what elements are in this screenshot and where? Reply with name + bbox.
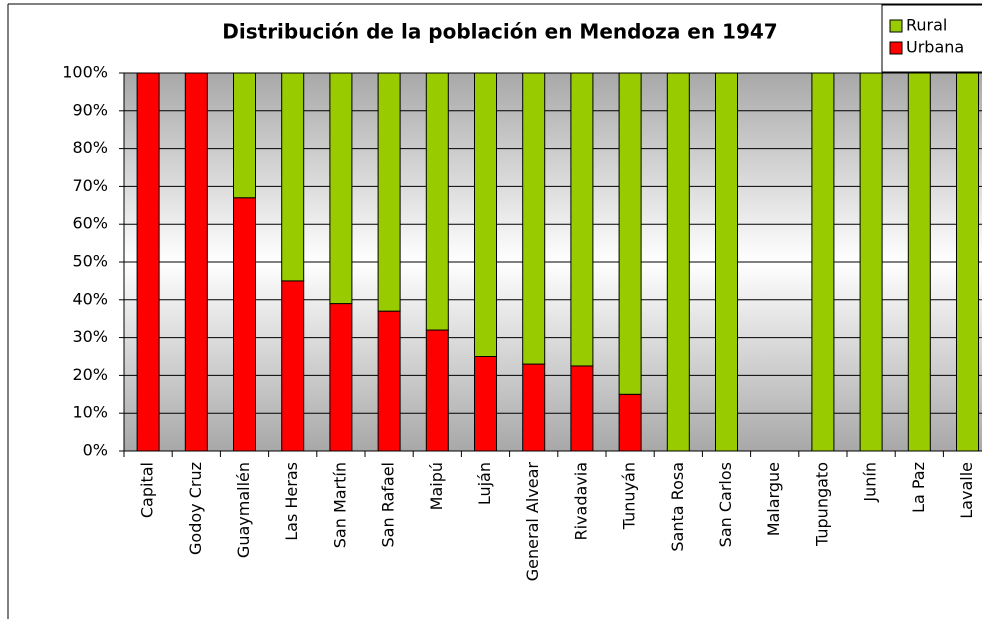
bar-segment (570, 72, 594, 367)
y-tick-label: 10% (72, 403, 108, 422)
bar-segment (715, 72, 738, 452)
bar-segment (281, 280, 305, 452)
bar-segment (233, 72, 256, 199)
x-tick-label: La Paz (909, 462, 928, 513)
bar-segment (184, 72, 208, 452)
bar-segment (474, 356, 497, 452)
y-tick-label: 70% (72, 176, 108, 195)
bar-segment (522, 72, 546, 365)
bar-segment (329, 303, 353, 452)
x-tick-label: Lavalle (957, 462, 976, 519)
bar-segment (859, 72, 883, 452)
bar-segment (136, 72, 160, 452)
bar-segment (329, 72, 353, 305)
bar-segment (425, 329, 449, 452)
x-tick-label: Tupungato (812, 462, 831, 547)
y-tick-label: 50% (72, 252, 108, 271)
bar-segment (281, 72, 305, 282)
bar-segment (522, 363, 546, 452)
x-tick-label: Maipú (427, 462, 446, 510)
bar-segment (907, 72, 931, 452)
x-tick-label: General Alvear (523, 462, 542, 582)
y-tick-label: 40% (72, 289, 108, 308)
x-tick-label: Junín (861, 462, 880, 503)
bar-segment (570, 365, 594, 452)
legend-label: Rural (906, 16, 947, 35)
x-tick-label: San Rafael (379, 462, 398, 547)
bar-segment (618, 72, 642, 395)
y-tick-label: 30% (72, 327, 108, 346)
y-tick-label: 0% (83, 441, 108, 460)
legend-box (881, 4, 982, 73)
bar-segment (233, 197, 256, 452)
bar-segment (425, 72, 449, 331)
chart-title: Distribución de la población en Mendoza … (222, 20, 777, 44)
y-tick-label: 80% (72, 138, 108, 157)
bar-segment (618, 393, 642, 452)
bar-segment (377, 72, 401, 312)
legend-label: Urbana (906, 38, 964, 57)
x-tick-label: San Martín (330, 462, 349, 548)
x-tick-label: Capital (138, 462, 157, 518)
y-tick-label: 100% (62, 63, 108, 82)
legend-swatch (889, 19, 903, 33)
bar-segment (474, 72, 497, 357)
x-tick-label: Guaymallén (234, 462, 253, 558)
legend-swatch (889, 41, 903, 55)
x-tick-label: Tunuyán (620, 462, 639, 530)
y-tick-label: 20% (72, 365, 108, 384)
bar-segment (377, 310, 401, 452)
x-tick-label: Las Heras (282, 462, 301, 541)
x-tick-label: Malargue (764, 462, 783, 536)
bar-segment (666, 72, 690, 452)
x-tick-label: Luján (475, 462, 494, 505)
y-tick-label: 90% (72, 100, 108, 119)
bar-segment (811, 72, 835, 452)
x-tick-label: Santa Rosa (668, 462, 687, 552)
x-tick-label: San Carlos (716, 462, 735, 547)
x-tick-label: Godoy Cruz (186, 462, 205, 555)
x-tick-label: Rivadavia (571, 462, 590, 541)
bar-segment (956, 72, 979, 452)
y-tick-label: 60% (72, 214, 108, 233)
